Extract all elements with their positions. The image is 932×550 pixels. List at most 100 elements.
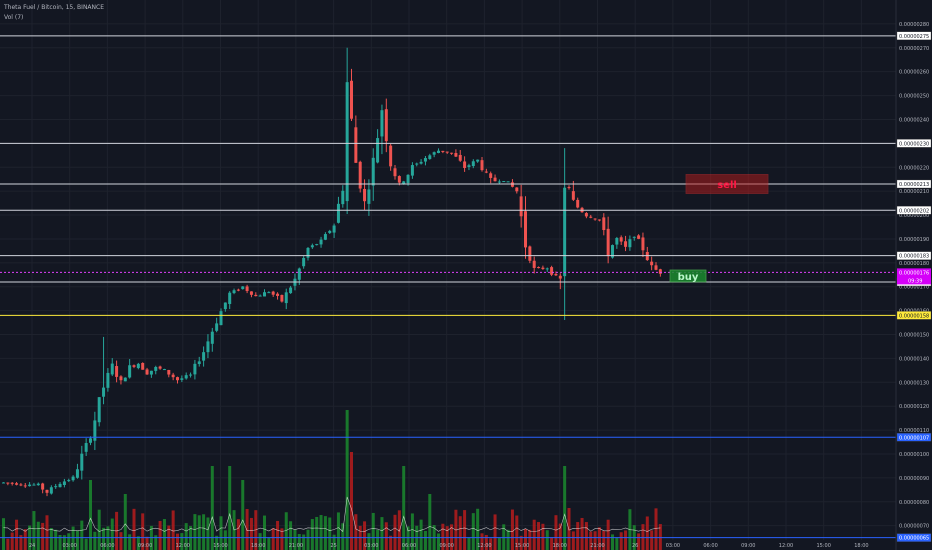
volume-bar [371,512,375,550]
volume-bar [441,523,445,550]
candle-body [302,257,306,267]
x-tick-label: 09:00 [439,543,453,549]
candle-body [271,291,275,295]
candle-body [537,267,541,269]
candle-body [84,443,88,452]
sell-zone [685,174,769,194]
buy-zone-label: buy [678,272,699,283]
volume-bar [219,516,223,550]
volume-bar [645,516,649,550]
candle-body [158,366,162,369]
x-tick-label: 18:00 [251,543,265,549]
level-price-tag [896,139,932,148]
candle-body [62,481,66,486]
volume-bar [49,527,53,550]
volume-bar [384,522,388,550]
x-tick-label: 06:00 [402,543,416,549]
candle-body [219,311,223,326]
candle-body [180,378,184,380]
volume-bar [463,510,467,550]
candle-body [210,331,214,344]
volume-bar [215,535,219,550]
candle-body [489,173,493,178]
plot-area [0,0,896,540]
y-tick-label: 0.00000110 [899,428,929,434]
volume-bar [10,532,14,550]
volume-bar [393,514,397,550]
candle-body [450,152,454,154]
candle-body [297,268,301,280]
level-price-label: 0.00000275 [899,34,929,40]
volume-bar [524,529,527,550]
level-price-tag [896,433,932,442]
candle-body [632,236,636,238]
volume-bar [80,520,84,550]
buy-zone [669,269,707,283]
candle-body [419,161,423,164]
candle-body [524,211,527,248]
y-tick-label: 0.00000190 [899,237,929,243]
x-tick-label: 15:00 [816,543,830,549]
candle-body [510,182,514,187]
volume-bar [637,533,641,550]
volume-bar [280,528,284,550]
candle-body [176,377,179,381]
y-tick-label: 0.00000120 [899,404,929,410]
x-tick-label: 12:00 [176,543,190,549]
volume-bar [2,518,5,550]
candle-body [162,369,166,371]
candle-body [658,269,662,274]
candle-body [532,260,536,268]
candle-body [223,302,227,310]
candle-body [102,387,106,397]
candle-body [654,265,658,270]
volume-bar [580,517,584,550]
candle-body [506,181,510,183]
candle-body [445,151,449,153]
candle-body [350,80,353,119]
volume-bar [202,514,206,550]
candle-body [376,138,380,163]
volume-bar [510,509,514,550]
volume-bar [263,515,266,550]
volume-ma-line [3,496,661,533]
candle-body [410,165,414,176]
volume-bar [36,521,40,550]
y-tick-label: 0.00000180 [899,261,929,267]
candle-body [67,480,71,482]
candle-body [123,377,127,382]
volume-bar [223,530,227,550]
volume-bar [341,523,345,550]
candle-body [115,366,119,377]
candle-body [428,155,432,159]
current-price-tag [897,268,931,285]
volume-bar [545,530,549,550]
volume-bar [206,517,210,550]
volume-bar [537,522,541,550]
x-tick-label: 26 [632,543,638,549]
candle-body [149,370,153,375]
volume-bar [19,535,23,550]
x-tick-label: 03:00 [364,543,378,549]
level-price-label: 0.00000183 [899,254,929,260]
y-tick-label: 0.00000280 [899,22,929,28]
candle-body [441,150,445,152]
candle-body [611,245,614,258]
candle-body [463,161,467,168]
volume-bar [180,533,184,550]
volume-bar [354,514,358,550]
volume-bar [367,533,371,550]
candle-body [106,372,110,388]
volume-bar [584,522,588,550]
level-price-label: 0.00000107 [899,435,929,441]
volume-bar [641,524,645,550]
x-tick-label: 18:00 [553,543,567,549]
y-tick-label: 0.00000080 [899,500,929,506]
volume-bar [423,530,427,550]
candle-body [328,230,332,233]
volume-bar [162,519,166,550]
candle-body [206,341,210,353]
volume-bar [376,529,380,550]
candle-body [567,187,571,189]
